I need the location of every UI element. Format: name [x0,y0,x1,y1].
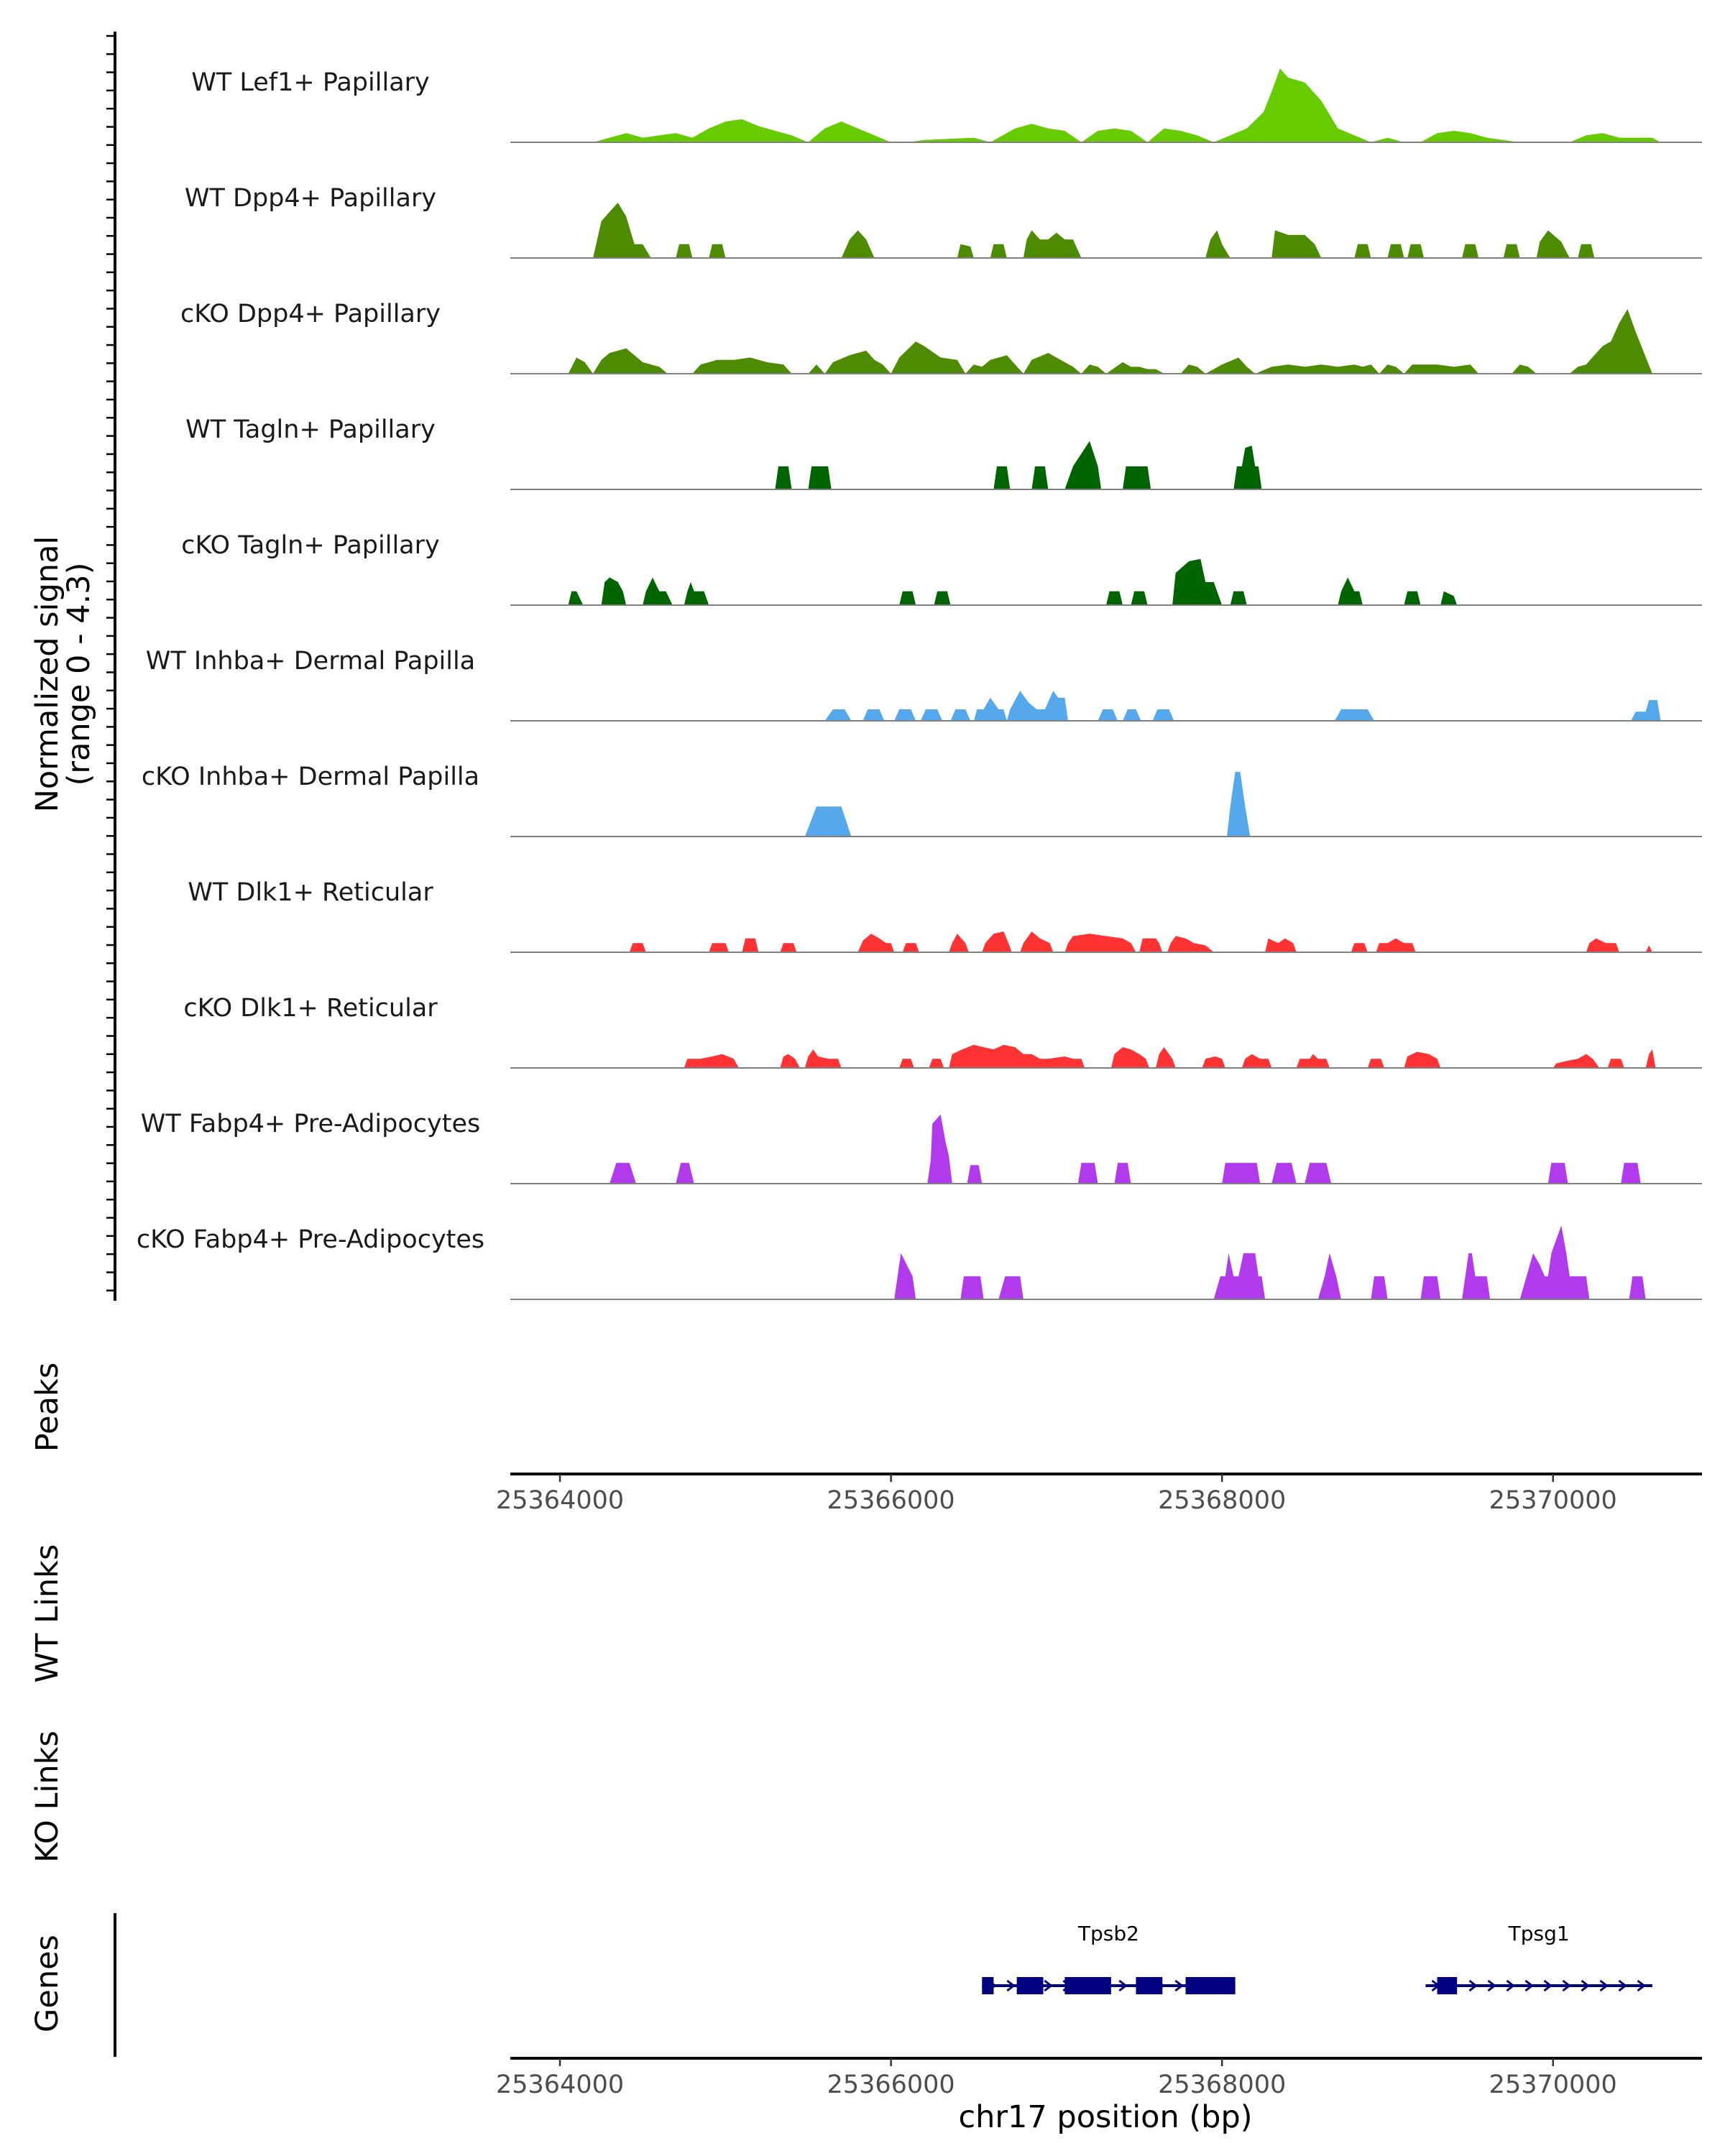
gene-exon [1437,1977,1458,1994]
gene-exon [1016,1977,1044,1994]
signal-axis-title-line2: (range 0 - 4.3) [61,563,97,786]
track-cko-inhba-dermal-papilla: cKO Inhba+ Dermal Papilla [142,763,1702,837]
strand-arrow [1637,1979,1646,1992]
track-cko-tagln-papillary: cKO Tagln+ Papillary [181,531,1702,606]
track-label: cKO Inhba+ Dermal Papilla [142,763,479,791]
track-wt-fabp4-pre-adipocytes: WT Fabp4+ Pre-Adipocytes [141,1110,1702,1184]
track-cko-dpp4-papillary: cKO Dpp4+ Papillary [180,300,1702,374]
signal-axis-title-line1: Normalized signal [29,536,65,813]
strand-arrow [1543,1979,1552,1992]
genes-track-title: Genes [29,1935,65,2032]
gene-exon [1064,1977,1111,1994]
wt-links-title: WT Links [29,1544,65,1683]
strand-arrow [1581,1979,1590,1992]
track-label: WT Tagln+ Papillary [185,415,436,444]
track-cko-fabp4-pre-adipocytes: cKO Fabp4+ Pre-Adipocytes [137,1225,1702,1300]
track-signal-area [894,1225,1646,1299]
strand-arrow [1599,1979,1609,1992]
strand-arrow [1506,1979,1515,1992]
track-signal-area [568,558,1458,605]
track-wt-inhba-dermal-papilla: WT Inhba+ Dermal Papilla [146,647,1702,722]
track-label: WT Dpp4+ Papillary [185,184,436,213]
track-label: WT Lef1+ Papillary [191,68,430,97]
x-axis-label: chr17 position (bp) [958,2099,1252,2135]
ko-links-title: KO Links [29,1731,65,1863]
gene-exon [1136,1977,1163,1994]
x-axis-tick-label: 25370000 [1489,2070,1617,2099]
track-signal-area [804,772,1251,837]
peaks-track-title: Peaks [29,1363,65,1452]
signal-axis-title: Normalized signal (range 0 - 4.3) [29,536,97,813]
gene-annotations: Tpsb2 Tpsg1 [982,1922,1652,1994]
x-axis-lower: 25364000 25366000 25368000 25370000 [496,2057,1702,2099]
track-signal-area [568,309,1652,374]
gene-exon [1185,1977,1236,1994]
signal-tracks: WT Lef1+ Papillary WT Dpp4+ Papillary cKO … [137,68,1702,1300]
x-axis-upper: 25364000 25366000 25368000 25370000 [496,1473,1702,1515]
track-label: cKO Fabp4+ Pre-Adipocytes [137,1225,484,1254]
track-wt-dpp4-papillary: WT Dpp4+ Papillary [185,184,1702,259]
gene-tpsg1: Tpsg1 [1425,1922,1652,1994]
strand-arrow [1044,1979,1053,1992]
track-wt-tagln-papillary: WT Tagln+ Papillary [185,415,1702,490]
strand-arrow [1006,1979,1016,1992]
x-axis-tick-label: 25364000 [496,1486,624,1515]
track-label: WT Dlk1+ Reticular [188,878,433,907]
track-label: cKO Dlk1+ Reticular [183,994,438,1023]
x-axis-tick-label: 25366000 [827,1486,955,1515]
track-label: WT Inhba+ Dermal Papilla [146,647,475,676]
gene-exon [982,1977,994,1994]
track-wt-lef1-papillary: WT Lef1+ Papillary [191,68,1702,143]
strand-arrow [1487,1979,1496,1992]
track-signal-area [775,441,1262,489]
track-label: WT Fabp4+ Pre-Adipocytes [141,1110,480,1138]
strand-arrow [1618,1979,1627,1992]
track-signal-area [684,1044,1656,1068]
track-label: cKO Dpp4+ Papillary [180,300,441,328]
track-signal-area [629,931,1652,952]
track-cko-dlk1-reticular: cKO Dlk1+ Reticular [183,994,1702,1069]
strand-arrow [1524,1979,1534,1992]
gene-label: Tpsb2 [1077,1922,1139,1945]
x-axis-tick-label: 25370000 [1489,1486,1617,1515]
x-axis-tick-label: 25364000 [496,2070,624,2099]
track-wt-dlk1-reticular: WT Dlk1+ Reticular [188,878,1702,953]
gene-label: Tpsg1 [1508,1922,1570,1945]
signal-axis [106,32,116,1301]
strand-arrow [1118,1979,1128,1992]
track-signal-area [610,1114,1641,1184]
x-axis-tick-label: 25368000 [1158,1486,1286,1515]
track-label: cKO Tagln+ Papillary [181,531,440,560]
x-axis-tick-label: 25368000 [1158,2070,1286,2099]
track-signal-area [824,691,1661,721]
gene-tpsb2: Tpsb2 [982,1922,1236,1994]
strand-arrow [1468,1979,1478,1992]
x-axis-tick-label: 25366000 [827,2070,955,2099]
strand-arrow [1562,1979,1571,1992]
track-signal-area [593,203,1595,258]
track-signal-area [593,68,1661,142]
strand-arrow [1174,1979,1184,1992]
